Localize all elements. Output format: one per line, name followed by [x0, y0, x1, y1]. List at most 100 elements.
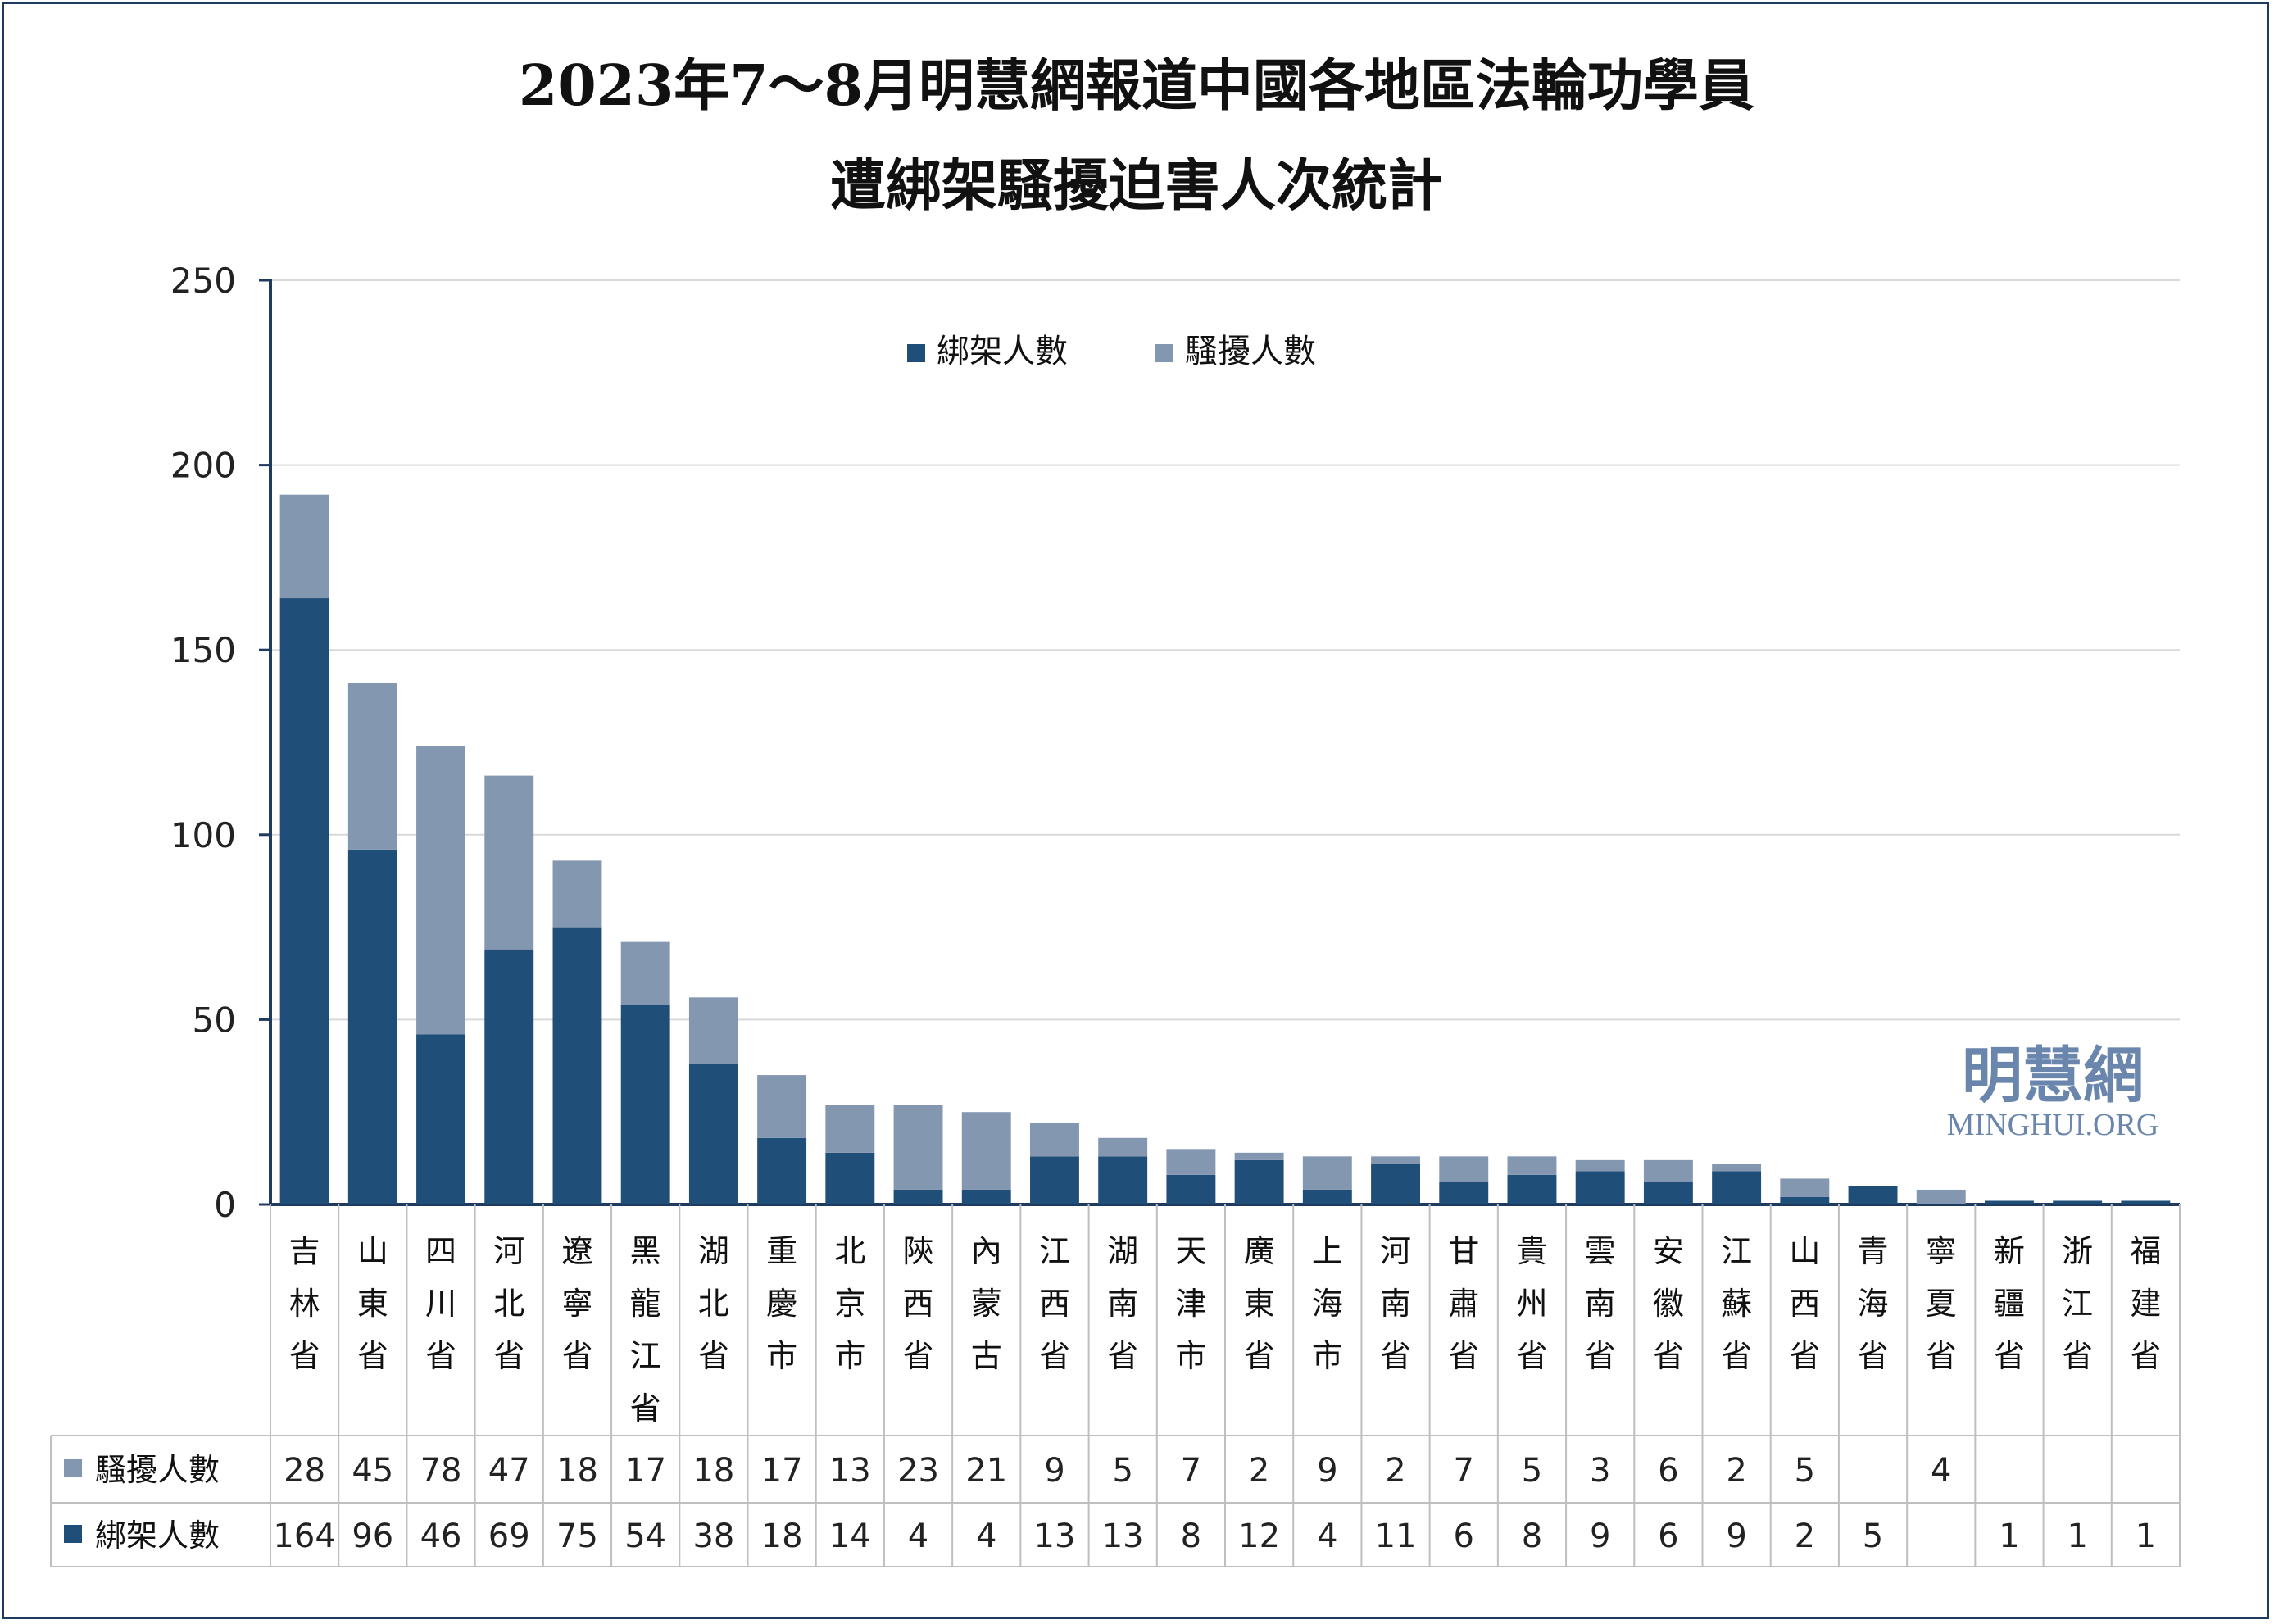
table-cell-value: 2 — [1385, 1452, 1405, 1490]
table-cell-value: 1 — [1999, 1517, 2019, 1555]
table-cell-value: 5 — [1795, 1452, 1815, 1490]
bar-harass — [893, 1105, 943, 1190]
bar-harass — [1234, 1152, 1284, 1160]
bar-abduct — [688, 1064, 738, 1204]
bar-abduct — [1643, 1182, 1693, 1204]
x-category-label: 江蘇省 — [1721, 1233, 1752, 1374]
bar-harass — [1166, 1149, 1216, 1175]
table-cell-value: 38 — [692, 1517, 734, 1555]
x-category-label: 山西省 — [1789, 1233, 1820, 1374]
table-swatch-harass — [64, 1459, 82, 1477]
table-cell-value: 23 — [897, 1452, 939, 1490]
x-category-label: 江西省 — [1039, 1233, 1070, 1374]
table-cell-value: 21 — [965, 1452, 1007, 1490]
bars — [279, 494, 2171, 1204]
bar-harass — [620, 941, 670, 1005]
bar-abduct — [1780, 1196, 1830, 1204]
bar-harass — [1371, 1156, 1420, 1164]
x-category-label: 上海市 — [1312, 1233, 1343, 1374]
table-cell-value: 6 — [1454, 1517, 1474, 1555]
table-cell-value: 14 — [829, 1517, 871, 1555]
x-category-label: 吉林省 — [289, 1233, 320, 1374]
bar-harass — [1098, 1137, 1148, 1157]
bar-abduct — [1234, 1159, 1284, 1204]
table-cell-value: 18 — [692, 1452, 734, 1490]
y-tick-label: 200 — [170, 446, 236, 486]
bar-abduct — [416, 1034, 465, 1204]
bar-abduct — [484, 949, 534, 1204]
table-cell-value: 4 — [976, 1517, 996, 1555]
watermark-url-text: MINGHUI.ORG — [1947, 1108, 2159, 1142]
table-cell-value: 12 — [1238, 1517, 1280, 1555]
bar-abduct — [1712, 1171, 1762, 1204]
x-category-label: 甘肅省 — [1448, 1233, 1479, 1374]
x-category-label: 新疆省 — [1994, 1233, 2025, 1374]
x-category-label: 湖北省 — [698, 1233, 729, 1374]
table-cell-value: 75 — [556, 1517, 598, 1555]
bar-harass — [416, 746, 465, 1035]
table-cell-value: 18 — [556, 1452, 598, 1490]
bar-harass — [757, 1075, 807, 1138]
bar-harass — [1712, 1164, 1762, 1172]
y-tick-label: 0 — [214, 1185, 236, 1225]
table-cell-value: 13 — [829, 1452, 871, 1490]
x-category-label: 天津市 — [1175, 1233, 1206, 1374]
bar-abduct — [893, 1189, 943, 1204]
table-cell-value: 7 — [1181, 1452, 1201, 1490]
bar-harass — [279, 494, 329, 599]
table-row-label-harass: 騷擾人數 — [95, 1452, 220, 1488]
bar-abduct — [825, 1152, 875, 1204]
bar-harass — [1439, 1156, 1489, 1182]
y-tick-label: 50 — [193, 1000, 236, 1040]
table-cell-value: 9 — [1044, 1452, 1064, 1490]
x-category-label: 北京市 — [834, 1233, 865, 1374]
bar-abduct — [1439, 1182, 1489, 1204]
table-cell-value: 2 — [1726, 1452, 1746, 1490]
x-category-label: 貴州省 — [1516, 1233, 1547, 1374]
watermark: 明慧網 MINGHUI.ORG — [1947, 1041, 2159, 1142]
table-cell-value: 6 — [1658, 1452, 1678, 1490]
bar-abduct — [961, 1189, 1011, 1204]
table-cell-value: 164 — [273, 1517, 335, 1555]
table-cell-value: 1 — [2136, 1517, 2156, 1555]
table-cell-value: 8 — [1522, 1517, 1542, 1555]
table-cell-value: 13 — [1034, 1517, 1076, 1555]
table-cell-value: 5 — [1112, 1452, 1132, 1490]
table-cell-value: 5 — [1522, 1452, 1542, 1490]
bar-abduct — [1575, 1171, 1625, 1204]
bar-harass — [1780, 1178, 1830, 1197]
data-table: 吉林省 山東省 四川省 河北省 遼寧省 黑龍江省 湖北省 重慶市 北京市 陝西省 內蒙古 江西省 湖南省… — [50, 1204, 2181, 1567]
bar-harass — [347, 683, 397, 850]
table-row-label-abduct: 綁架人數 — [95, 1517, 220, 1554]
x-category-label: 陝西省 — [903, 1233, 934, 1374]
watermark-logo-text: 明慧網 — [1962, 1041, 2144, 1111]
table-cell-value: 4 — [1931, 1452, 1951, 1490]
table-cell-value: 9 — [1726, 1517, 1746, 1555]
table-cell-value: 28 — [284, 1452, 325, 1490]
bar-harass — [484, 775, 534, 950]
bar-abduct — [1302, 1189, 1352, 1204]
bar-abduct — [279, 598, 329, 1204]
x-category-label: 安徽省 — [1653, 1233, 1684, 1374]
table-cell-value: 4 — [908, 1517, 928, 1555]
bar-abduct — [2053, 1200, 2103, 1204]
x-category-label: 河南省 — [1380, 1233, 1411, 1374]
table-cell-value: 1 — [2067, 1517, 2087, 1555]
bar-harass — [1030, 1123, 1079, 1157]
y-axis: 0 50 100 150 200 250 — [170, 261, 2180, 1225]
bar-abduct — [552, 927, 602, 1204]
table-cell-value: 5 — [1863, 1517, 1883, 1555]
bar-harass — [1507, 1156, 1557, 1175]
table-cell-value: 17 — [761, 1452, 803, 1490]
legend-swatch-abduct — [907, 344, 925, 362]
table-cell-value: 46 — [420, 1517, 462, 1555]
bar-abduct — [1848, 1186, 1898, 1204]
x-category-label: 山東省 — [357, 1233, 388, 1374]
bar-abduct — [757, 1137, 807, 1204]
bar-harass — [688, 997, 738, 1064]
x-category-label: 內蒙古 — [971, 1233, 1002, 1374]
table-cell-value: 18 — [761, 1517, 803, 1555]
bar-harass — [1643, 1159, 1693, 1182]
legend-label-abduct: 綁架人數 — [937, 333, 1068, 370]
x-category-label: 四川省 — [425, 1233, 456, 1374]
